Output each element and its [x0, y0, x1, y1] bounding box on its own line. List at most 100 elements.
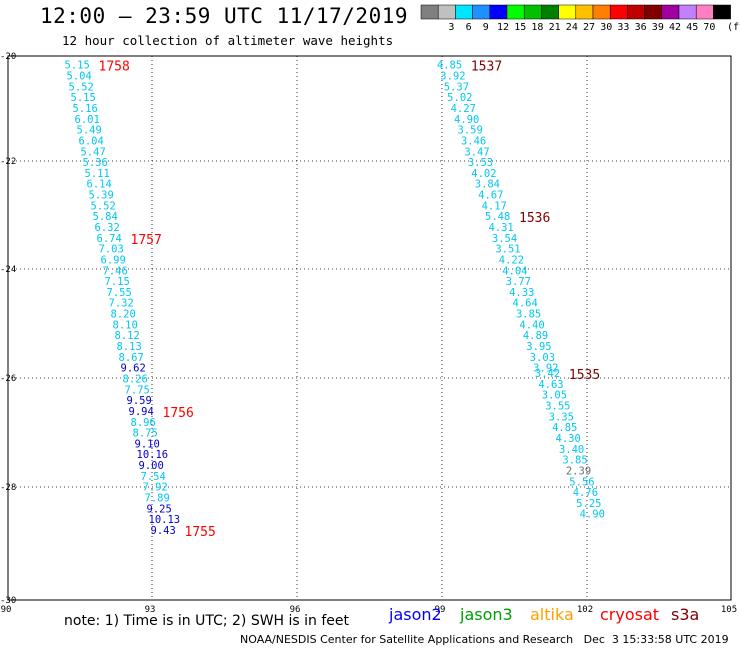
wave-height-value: 6.74: [97, 233, 122, 245]
wave-height-value: 6.14: [87, 179, 112, 191]
color-scale-label: 30: [600, 22, 613, 33]
wave-height-value: 7.15: [105, 276, 130, 288]
wave-height-value: 4.22: [499, 254, 524, 266]
wave-height-value: 3.53: [468, 157, 493, 169]
wave-height-value: 3.47: [464, 146, 489, 158]
lon-tick-label: 90: [1, 605, 12, 615]
wave-height-value: 8.10: [113, 319, 138, 331]
wave-height-value: 5.36: [83, 157, 108, 169]
color-scale-label: 27: [583, 22, 596, 33]
color-scale-label: 9: [482, 22, 489, 33]
color-scale-label: 33: [617, 22, 630, 33]
wave-height-value: 5.37: [444, 81, 469, 93]
wave-height-value: 6.99: [101, 254, 126, 266]
wave-height-value: 6.01: [75, 114, 100, 126]
wave-height-value: 6.04: [79, 135, 104, 147]
legend-item-jason3: jason3: [460, 605, 513, 624]
color-scale-bin: [627, 4, 645, 20]
pass-time-label: 1537: [471, 60, 502, 75]
wave-height-value: 5.15: [71, 92, 96, 104]
wave-height-value: 5.39: [89, 190, 114, 202]
wave-height-value: 4.04: [502, 265, 527, 277]
color-scale-label: 6: [465, 22, 472, 33]
lat-tick-label: -30: [0, 596, 16, 606]
wave-height-value: 2.39: [566, 465, 591, 477]
wave-height-value: 7.46: [103, 265, 128, 277]
wave-height-value: 5.11: [85, 168, 110, 180]
wave-height-value: 4.63: [538, 379, 563, 391]
footnote: note: 1) Time is in UTC; 2) SWH is in fe…: [64, 613, 350, 629]
wave-height-value: 9.94: [129, 406, 154, 418]
color-scale-bin: [575, 4, 594, 20]
wave-height-value: 6.32: [95, 222, 120, 234]
lon-tick-label: 99: [435, 605, 446, 615]
wave-height-value: 3.85: [562, 455, 587, 467]
wave-height-value: 8.12: [115, 330, 140, 342]
color-scale-bin: [661, 4, 680, 20]
color-scale-label: 21: [548, 22, 561, 33]
color-scale-bin: [558, 4, 577, 20]
wave-height-value: 4.30: [556, 433, 581, 445]
lon-tick-label: 102: [577, 605, 593, 615]
wave-height-value: 7.54: [141, 471, 166, 483]
wave-height-value: 4.31: [488, 222, 513, 234]
color-scale-bin: [420, 4, 439, 20]
wave-height-value: 4.64: [513, 298, 538, 310]
lat-tick-label: -20: [0, 52, 16, 62]
color-scale-bin: [609, 4, 628, 20]
color-scale-bin: [455, 4, 473, 20]
color-scale-bin: [592, 4, 611, 20]
wave-height-value: 5.16: [73, 103, 98, 115]
wave-height-value: 5.04: [67, 71, 92, 83]
wave-height-value: 4.85: [552, 422, 577, 434]
wave-height-value: 7.89: [145, 493, 170, 505]
lat-tick-label: -24: [0, 265, 16, 275]
color-scale-bin: [713, 4, 731, 20]
map-subtitle: 12 hour collection of altimeter wave hei…: [62, 33, 394, 48]
wave-height-value: 3.55: [545, 401, 570, 413]
pass-time-label: 1758: [99, 60, 130, 75]
color-scale-unit: (ft): [727, 22, 740, 33]
wave-height-value: 4.17: [482, 200, 507, 212]
color-scale-bin: [437, 4, 456, 20]
legend-item-s3a: s3a: [671, 605, 700, 624]
wave-height-value: 7.55: [107, 287, 132, 299]
wave-height-value: 3.40: [559, 444, 584, 456]
wave-height-value: 4.90: [454, 114, 479, 126]
lon-tick-label: 96: [290, 605, 301, 615]
wave-height-value: 8.13: [117, 341, 142, 353]
color-scale-label: 39: [651, 22, 664, 33]
wave-height-value: 4.33: [509, 287, 534, 299]
pass-time-label: 1755: [185, 525, 216, 540]
wave-height-value: 4.76: [573, 487, 598, 499]
color-scale-label: 70: [703, 22, 716, 33]
wave-height-value: 4.02: [471, 168, 496, 180]
wave-height-value: 9.62: [121, 363, 146, 375]
wave-height-value: 7.32: [109, 298, 134, 310]
wave-height-value: 3.59: [458, 125, 483, 137]
lon-tick-label: 93: [145, 605, 156, 615]
color-scale-label: 45: [686, 22, 699, 33]
wave-height-value: 8.26: [123, 373, 148, 385]
wave-height-value: 3.03: [530, 352, 555, 364]
wave-height-value: 5.56: [569, 476, 594, 488]
color-scale-bin: [541, 4, 559, 20]
lon-tick-label: 105: [721, 605, 737, 615]
wave-height-value: 3.92: [533, 363, 558, 375]
color-scale-bin: [506, 4, 525, 20]
color-scale-label: 15: [514, 22, 527, 33]
wave-height-value: 3.84: [475, 179, 500, 191]
wave-height-value: 3.35: [549, 411, 574, 423]
wave-height-value: 9.59: [127, 395, 152, 407]
map-title: 12:00 – 23:59 UTC 11/17/2019: [40, 4, 409, 28]
wave-height-value: 7.92: [143, 482, 168, 494]
wave-height-value: 3.51: [495, 244, 520, 256]
wave-height-value: 3.85: [516, 309, 541, 321]
wave-height-value: 3.92: [440, 71, 465, 83]
wave-height-value: 9.25: [147, 503, 172, 515]
legend-item-altika: altika: [530, 605, 574, 624]
wave-height-value: 3.95: [526, 341, 551, 353]
wave-height-value: 5.02: [447, 92, 472, 104]
color-scale-bin: [695, 4, 714, 20]
